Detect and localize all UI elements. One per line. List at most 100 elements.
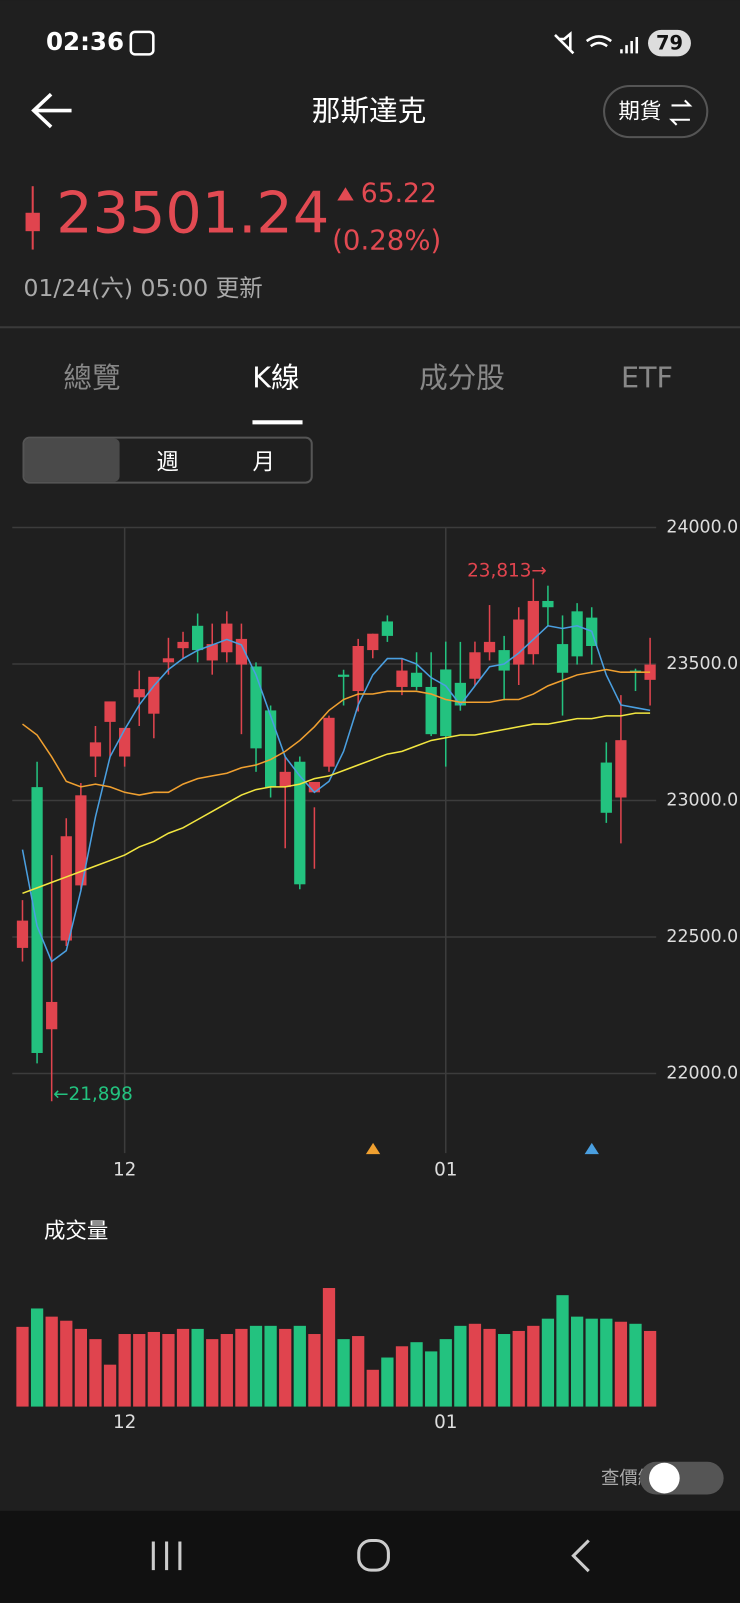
- volume-bar: [264, 1325, 277, 1407]
- screenshot-icon: [129, 30, 155, 56]
- volume-bar: [366, 1369, 379, 1407]
- x-tick-label: 01: [434, 1412, 457, 1433]
- candle-body: [206, 644, 218, 661]
- candle-body: [323, 717, 335, 767]
- candle-body: [454, 682, 466, 706]
- moving-average: [22, 712, 651, 895]
- candle-body: [556, 644, 569, 673]
- up-arrow: [337, 187, 354, 201]
- volume-bar: [308, 1334, 321, 1407]
- volume-bar: [381, 1357, 394, 1407]
- quote-icon: [25, 212, 40, 232]
- candle-body: [352, 645, 364, 692]
- recent-apps-button[interactable]: [151, 1541, 182, 1571]
- candle-body: [498, 650, 510, 671]
- volume-bar: [570, 1316, 584, 1407]
- switch-button[interactable]: [603, 85, 709, 139]
- candle-body: [469, 652, 481, 679]
- volume-bar: [206, 1339, 219, 1407]
- period-active: [24, 438, 120, 482]
- toggle-knob: [649, 1462, 680, 1494]
- volume-bar: [74, 1328, 88, 1407]
- volume-bar: [498, 1334, 511, 1407]
- volume-bar: [30, 1308, 44, 1407]
- candle-body: [410, 672, 423, 687]
- volume-bar: [439, 1339, 452, 1407]
- volume-bar: [395, 1346, 409, 1407]
- candle-body: [264, 710, 277, 788]
- signal-marker: [365, 1142, 381, 1155]
- candle-body: [440, 669, 452, 737]
- candle-body: [250, 666, 262, 749]
- back-nav-button[interactable]: [571, 1539, 590, 1573]
- volume-bar: [410, 1342, 423, 1407]
- period-tab[interactable]: 月: [252, 450, 274, 476]
- period-tab[interactable]: 週: [156, 450, 178, 476]
- swap-icon: [669, 99, 693, 126]
- volume-bar: [425, 1351, 438, 1407]
- y-tick-label: 22500.0: [666, 927, 738, 947]
- volume-bar: [16, 1326, 29, 1407]
- candle-body: [425, 686, 437, 735]
- volume-bar: [352, 1336, 365, 1407]
- volume-bar: [147, 1331, 160, 1407]
- candle-body: [235, 638, 248, 665]
- candle-body: [615, 740, 627, 798]
- volume-bar: [45, 1316, 58, 1407]
- status-icons: [554, 31, 639, 55]
- volume-bar: [118, 1334, 131, 1407]
- volume-bar: [279, 1328, 292, 1407]
- volume-bar: [191, 1328, 204, 1407]
- volume-bar: [235, 1328, 248, 1407]
- candle-body: [396, 670, 408, 687]
- tab[interactable]: ETF: [621, 360, 673, 394]
- tab[interactable]: K線: [252, 360, 299, 394]
- volume-bar: [60, 1320, 73, 1407]
- volume-bar: [337, 1339, 350, 1407]
- volume-bar: [162, 1334, 175, 1407]
- volume-bar: [468, 1323, 482, 1407]
- candle-body: [294, 761, 306, 885]
- volume-bar: [103, 1364, 117, 1407]
- candle-body: [119, 727, 131, 757]
- volume-bar: [585, 1318, 598, 1407]
- clock: 02:36: [46, 27, 124, 56]
- volume-bar: [483, 1328, 496, 1407]
- volume-bar: [89, 1339, 102, 1407]
- home-button[interactable]: [357, 1538, 390, 1572]
- volume-bar: [293, 1325, 306, 1407]
- tab[interactable]: 成分股: [419, 360, 505, 394]
- y-tick-label: 24000.0: [666, 518, 738, 538]
- candle-body: [483, 641, 496, 653]
- candle-body: [337, 674, 350, 677]
- back-button[interactable]: [31, 92, 72, 129]
- price: 23501.24: [56, 180, 329, 246]
- page-title: 那斯達克: [312, 94, 426, 128]
- volume-bar: [541, 1318, 555, 1407]
- candle-body: [75, 795, 87, 886]
- moving-average: [22, 668, 651, 796]
- candle-body: [60, 836, 72, 941]
- volume-bar: [249, 1325, 263, 1407]
- candle-body: [16, 920, 29, 948]
- volume-bar: [614, 1321, 628, 1407]
- candle-body: [279, 771, 291, 788]
- low-annotation: ←21,898: [53, 1084, 133, 1105]
- volume-bar: [220, 1334, 233, 1407]
- tab[interactable]: 總覽: [63, 360, 120, 394]
- x-tick-label: 01: [434, 1159, 457, 1180]
- candle-body: [308, 781, 321, 793]
- battery-level: 79: [656, 32, 683, 55]
- volume-bar: [643, 1330, 657, 1407]
- candle-body: [367, 633, 379, 651]
- candle-body: [381, 621, 393, 636]
- y-tick-label: 23000.0: [666, 790, 738, 810]
- volume-bar: [556, 1295, 569, 1407]
- y-tick-label: 22000.0: [666, 1063, 738, 1083]
- update-time: 01/24(六) 05:00 更新: [24, 274, 263, 302]
- x-tick-label: 12: [113, 1412, 136, 1433]
- x-tick-label: 12: [113, 1159, 136, 1180]
- volume-bar: [322, 1288, 336, 1407]
- candle-body: [192, 625, 204, 651]
